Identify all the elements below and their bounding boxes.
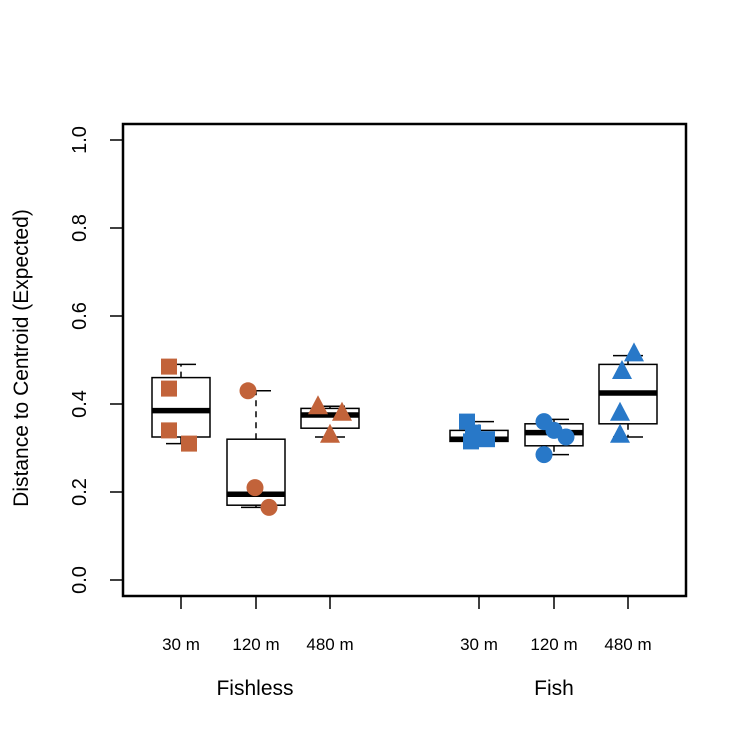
x-tick-label: 30 m (460, 635, 498, 654)
box-iqr (151, 376, 211, 438)
data-point-square (161, 422, 177, 439)
data-point-square (181, 435, 197, 452)
data-point-square (161, 358, 177, 375)
box-fishless-30m (151, 363, 211, 445)
y-tick-label: 0.2 (69, 478, 91, 506)
x-tick-label: 480 m (604, 635, 651, 654)
data-point-square (463, 433, 479, 450)
data-point-circle (246, 479, 264, 497)
y-tick-label: 0.4 (69, 390, 91, 418)
data-point-triangle (332, 401, 352, 421)
x-tick-label: 480 m (306, 635, 353, 654)
data-point-square (161, 380, 177, 397)
x-axis-labels: 30 m 120 m 480 m 30 m 120 m 480 m Fishless Fish (162, 596, 652, 700)
data-point-circle (557, 428, 575, 446)
group-label-fish: Fish (534, 677, 574, 700)
y-axis-title: Distance to Centroid (Expected) (10, 209, 33, 507)
data-point-triangle (610, 401, 630, 421)
y-tick-label: 0.8 (69, 214, 91, 242)
data-point-triangle (624, 342, 644, 362)
data-point-triangle (612, 360, 632, 379)
y-axis: 0.0 0.2 0.4 0.6 0.8 1.0 (69, 126, 124, 594)
data-point-triangle (308, 395, 328, 415)
group-label-fishless: Fishless (216, 677, 293, 700)
box-fish-480m (598, 354, 658, 438)
x-tick-label: 120 m (232, 635, 279, 654)
data-point-triangle (610, 423, 630, 443)
y-tick-label: 0.6 (69, 302, 91, 330)
data-point-circle (239, 382, 257, 400)
y-tick-label: 0.0 (69, 566, 91, 594)
data-point-circle (260, 498, 278, 516)
boxes-layer (151, 354, 658, 509)
x-tick-label: 30 m (162, 635, 200, 654)
data-point-circle (535, 446, 553, 464)
y-tick-label: 1.0 (69, 126, 91, 154)
x-tick-label: 120 m (530, 635, 577, 654)
data-point-square (479, 431, 495, 448)
data-point-triangle (320, 423, 340, 443)
plot-frame (121, 122, 688, 598)
points-layer (161, 342, 644, 516)
